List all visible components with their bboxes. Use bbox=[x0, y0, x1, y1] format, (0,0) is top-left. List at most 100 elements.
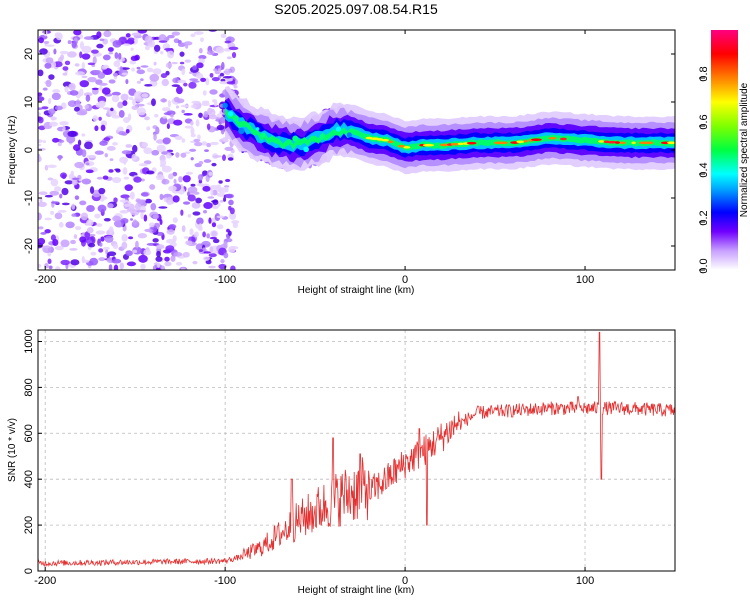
spectrogram-cell bbox=[192, 211, 201, 216]
spectrogram-cell bbox=[204, 149, 209, 153]
spectrogram-cell bbox=[118, 109, 125, 118]
spectrogram-cell bbox=[128, 236, 134, 240]
spectrogram-cell bbox=[146, 126, 151, 131]
spectrogram-cell bbox=[228, 199, 234, 206]
spectrogram-cell bbox=[179, 51, 185, 57]
spectrogram-cell bbox=[227, 157, 234, 161]
spectrogram-cell bbox=[176, 98, 185, 104]
spectrogram-cell bbox=[217, 202, 221, 207]
spectrogram-cell bbox=[97, 204, 107, 213]
spectrogram-cell bbox=[196, 217, 204, 225]
spectrogram-y-ticks: -20 -10 0 10 20 bbox=[23, 48, 675, 254]
spectrogram-cell bbox=[206, 50, 215, 56]
spectrogram-cell bbox=[184, 125, 194, 129]
spectrogram-cell bbox=[160, 265, 166, 270]
spectrogram-cell bbox=[65, 221, 75, 229]
spectrogram-cell bbox=[86, 205, 95, 212]
spectrogram-cell bbox=[193, 231, 199, 238]
spectrogram-cell bbox=[59, 193, 63, 199]
spectrogram-cell bbox=[202, 90, 207, 96]
spectrogram-cell bbox=[76, 111, 87, 116]
spectrogram-cell bbox=[197, 134, 201, 140]
spectrogram-cell bbox=[132, 219, 138, 225]
spectrogram-cell bbox=[220, 258, 225, 264]
spectrogram-cell bbox=[198, 223, 203, 230]
spectrogram-cell bbox=[144, 228, 153, 233]
spectrogram-cell bbox=[52, 89, 61, 94]
spectrogram-cell bbox=[168, 173, 174, 180]
spectrogram-cell bbox=[198, 112, 203, 118]
spectrogram-peak bbox=[667, 141, 675, 145]
spectrogram-cell bbox=[206, 142, 212, 148]
colorbar-tick-label: 0.2 bbox=[698, 210, 710, 225]
spectrogram-cell bbox=[72, 177, 80, 181]
spectrogram-cell bbox=[190, 120, 194, 126]
spectrogram-cell bbox=[61, 202, 70, 206]
spectrogram-cell bbox=[47, 177, 54, 181]
spectrogram-cell bbox=[122, 43, 131, 46]
spectrogram-cell bbox=[209, 89, 218, 95]
spectrogram-peak bbox=[381, 138, 389, 142]
spectrogram-peak bbox=[607, 140, 617, 144]
spectrogram-cell bbox=[99, 140, 108, 146]
spectrogram-cell bbox=[59, 50, 69, 55]
spectrogram-cell bbox=[195, 73, 204, 79]
spectrogram-cell bbox=[126, 261, 137, 267]
spectrogram-cell bbox=[119, 156, 129, 164]
spectrogram-cell bbox=[49, 121, 58, 127]
spectrogram-cell bbox=[122, 167, 128, 175]
spectrogram-cell bbox=[85, 94, 91, 102]
spectrogram-cell bbox=[39, 197, 43, 203]
spectrogram-cell bbox=[99, 242, 103, 247]
spectrogram-cell bbox=[149, 184, 156, 190]
spectrogram-cell bbox=[109, 109, 117, 117]
spectrogram-cell bbox=[161, 178, 170, 185]
spectrogram-cell bbox=[202, 209, 208, 214]
spectrogram-cell bbox=[120, 67, 130, 70]
spectrogram-cell bbox=[200, 37, 204, 43]
spectrogram-cell bbox=[125, 250, 133, 257]
spectrogram-cell bbox=[97, 72, 106, 79]
spectrogram-cell bbox=[61, 187, 69, 196]
spectrogram-cell bbox=[190, 183, 196, 187]
spectrogram-cell bbox=[45, 57, 54, 64]
spectrogram-cell bbox=[54, 245, 64, 251]
spectrogram-cell bbox=[172, 235, 177, 242]
spectrogram-cell bbox=[102, 246, 110, 250]
spectrogram-cell bbox=[94, 150, 104, 155]
spectrogram-cell bbox=[175, 86, 183, 95]
spectrogram-cell bbox=[165, 62, 173, 69]
spectrogram-cell bbox=[106, 146, 116, 151]
spectrogram-cell bbox=[45, 79, 52, 88]
spectrogram-cell bbox=[121, 241, 128, 250]
spectrogram-cell bbox=[102, 54, 111, 61]
spectrogram-cell bbox=[48, 74, 55, 80]
spectrogram-cell bbox=[79, 80, 90, 88]
spectrogram-cell bbox=[152, 68, 162, 75]
spectrogram-cell bbox=[74, 106, 80, 112]
spectrogram-cell bbox=[190, 157, 194, 161]
spectrogram-cell bbox=[216, 224, 224, 230]
spectrogram-cell bbox=[231, 51, 237, 59]
spectrogram-peak bbox=[319, 133, 326, 140]
spectrogram-cell bbox=[188, 81, 197, 89]
spectrogram-cell bbox=[92, 56, 97, 65]
spectrogram-x-tick-label: 0 bbox=[402, 274, 408, 286]
spectrogram-cell bbox=[206, 123, 211, 130]
spectrogram-cell bbox=[171, 61, 178, 65]
spectrogram-cell bbox=[89, 186, 95, 194]
spectrogram-cell bbox=[75, 226, 82, 231]
spectrogram-cell bbox=[177, 79, 187, 84]
spectrogram-cell bbox=[99, 86, 103, 91]
spectrogram-cell bbox=[99, 198, 105, 202]
spectrogram-cell bbox=[89, 257, 99, 266]
spectrogram-cell bbox=[64, 60, 71, 66]
spectrogram-cell bbox=[108, 52, 114, 55]
spectrogram-cell bbox=[64, 85, 69, 93]
spectrogram-cell bbox=[74, 161, 85, 169]
spectrogram-cell bbox=[84, 231, 91, 239]
spectrogram-cell bbox=[155, 256, 163, 262]
spectrogram-cell bbox=[215, 65, 221, 69]
spectrogram-cell bbox=[100, 236, 105, 242]
